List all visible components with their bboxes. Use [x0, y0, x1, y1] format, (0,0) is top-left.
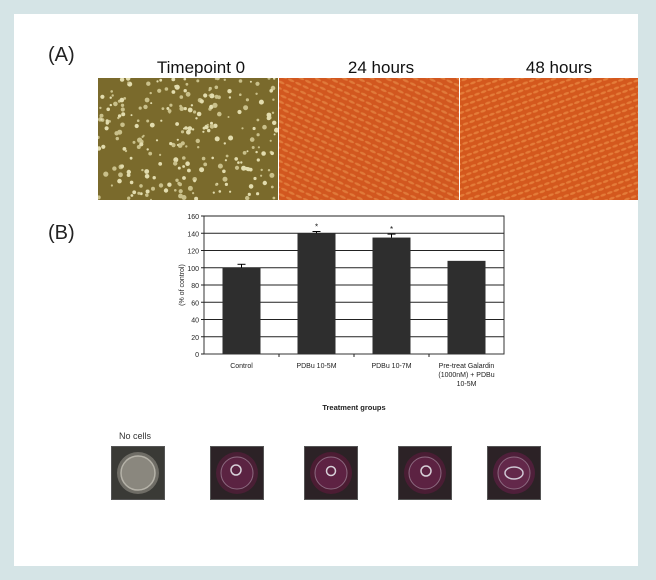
y-tick-label-0: 0	[195, 352, 199, 359]
significance-2: *	[390, 225, 393, 234]
x-tick-label-3-line-2: 10-5M	[457, 381, 477, 388]
bar-chart: 0 20 40 60 80 100 120 140 160 Control * PDBu 10-5M *…	[179, 214, 505, 412]
bar-3	[447, 260, 486, 354]
x-tick-label-3-line-0: Pre-treat Galardin	[439, 363, 495, 370]
bar-2	[372, 237, 411, 354]
micrograph-48-hours	[460, 78, 638, 200]
well-stained-4	[487, 446, 541, 500]
y-tick-label-5: 100	[187, 266, 199, 273]
y-axis-label: (% of control)	[179, 264, 186, 306]
micrograph-24-hours	[279, 78, 459, 200]
x-tick-label-0: Control	[230, 363, 253, 370]
well-stained-3	[398, 446, 452, 500]
y-tick-label-6: 120	[187, 249, 199, 256]
panel-b-label: (B)	[48, 222, 75, 244]
well-stained-1	[210, 446, 264, 500]
x-axis-label: Treatment groups	[322, 403, 385, 412]
panel-a-label: (A)	[48, 44, 75, 66]
well-no-cells	[111, 446, 165, 500]
timepoint-label-24: 24 hours	[347, 58, 415, 77]
well-label-no-cells: No cells	[119, 431, 152, 441]
y-tick-label-4: 80	[191, 283, 199, 290]
well-stained-2	[304, 446, 358, 500]
bar-0	[222, 267, 261, 354]
y-tick-label-1: 20	[191, 335, 199, 342]
y-tick-label-2: 40	[191, 318, 199, 325]
figure-panel: (A) Timepoint 0 24 hours 48 hours	[14, 14, 638, 566]
timepoint-label-48: 48 hours	[525, 58, 593, 77]
micrograph-timepoint-0	[96, 76, 279, 201]
x-tick-label-2: PDBu 10-7M	[371, 363, 411, 370]
significance-1: *	[315, 223, 318, 232]
y-tick-label-3: 60	[191, 300, 199, 307]
x-tick-label-3-line-1: (1000nM) + PDBu	[438, 372, 494, 379]
y-tick-label-7: 140	[187, 231, 199, 238]
y-tick-label-8: 160	[187, 214, 199, 221]
timepoint-label-0: Timepoint 0	[156, 58, 246, 77]
x-tick-label-1: PDBu 10-5M	[296, 363, 336, 370]
bar-1	[297, 233, 336, 354]
